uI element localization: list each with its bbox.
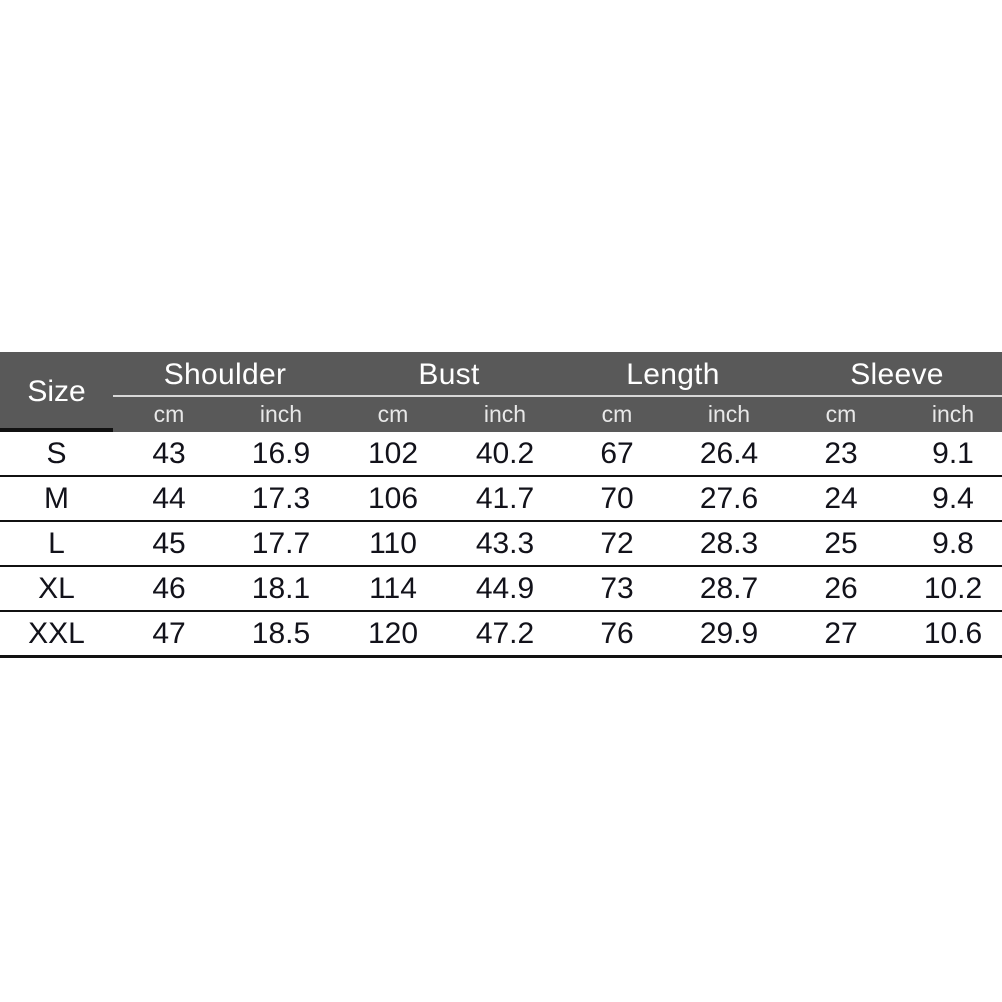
cell-sleeve-cm: 23: [785, 432, 898, 476]
unit-header-length-inch: inch: [673, 397, 786, 432]
cell-shoulder-cm: 44: [113, 475, 225, 521]
cell-bust-inch: 40.2: [449, 432, 562, 476]
table-body: S 43 16.9 102 40.2 67 26.4 23 9.1 M 44 1…: [0, 432, 1002, 658]
header-unit-row: cm inch cm inch cm inch cm inch: [0, 397, 1002, 432]
cell-bust-inch: 44.9: [449, 565, 562, 611]
column-group-header-bust: Bust: [337, 352, 562, 397]
size-chart: Size Shoulder Bust Length Sleeve cm inch…: [0, 352, 1002, 658]
unit-header-sleeve-inch: inch: [897, 397, 1002, 432]
cell-bust-cm: 110: [337, 520, 449, 566]
cell-shoulder-inch: 17.3: [225, 475, 337, 521]
unit-header-sleeve-cm: cm: [785, 397, 898, 432]
column-group-header-sleeve: Sleeve: [785, 352, 1002, 397]
header-group-row: Size Shoulder Bust Length Sleeve: [0, 352, 1002, 432]
unit-header-bust-cm: cm: [337, 397, 449, 432]
cell-size: M: [0, 475, 113, 521]
table-row: XXL 47 18.5 120 47.2 76 29.9 27 10.6: [0, 610, 1002, 658]
cell-size: S: [0, 432, 113, 476]
table-row: XL 46 18.1 114 44.9 73 28.7 26 10.2: [0, 565, 1002, 611]
cell-length-inch: 26.4: [673, 432, 786, 476]
cell-length-inch: 28.3: [673, 520, 786, 566]
unit-header-shoulder-cm: cm: [113, 397, 225, 432]
cell-bust-cm: 114: [337, 565, 449, 611]
cell-sleeve-cm: 25: [785, 520, 898, 566]
cell-bust-inch: 47.2: [449, 610, 562, 658]
cell-sleeve-cm: 27: [785, 610, 898, 658]
table-row: L 45 17.7 110 43.3 72 28.3 25 9.8: [0, 520, 1002, 566]
cell-length-cm: 70: [561, 475, 674, 521]
column-group-header-shoulder: Shoulder: [113, 352, 337, 397]
cell-shoulder-cm: 47: [113, 610, 225, 658]
cell-size: XL: [0, 565, 113, 611]
cell-shoulder-inch: 16.9: [225, 432, 337, 476]
cell-sleeve-inch: 10.2: [897, 565, 1002, 611]
cell-bust-inch: 41.7: [449, 475, 562, 521]
column-group-header-length: Length: [561, 352, 786, 397]
cell-length-inch: 27.6: [673, 475, 786, 521]
table-row: M 44 17.3 106 41.7 70 27.6 24 9.4: [0, 475, 1002, 521]
column-header-size: Size: [0, 352, 113, 432]
unit-header-shoulder-inch: inch: [225, 397, 337, 432]
cell-length-cm: 73: [561, 565, 674, 611]
unit-header-bust-inch: inch: [449, 397, 562, 432]
cell-sleeve-cm: 26: [785, 565, 898, 611]
cell-shoulder-inch: 18.1: [225, 565, 337, 611]
cell-shoulder-cm: 46: [113, 565, 225, 611]
cell-sleeve-inch: 9.1: [897, 432, 1002, 476]
cell-size: XXL: [0, 610, 113, 658]
cell-bust-inch: 43.3: [449, 520, 562, 566]
cell-bust-cm: 102: [337, 432, 449, 476]
table-row: S 43 16.9 102 40.2 67 26.4 23 9.1: [0, 432, 1002, 476]
cell-shoulder-inch: 18.5: [225, 610, 337, 658]
cell-shoulder-cm: 43: [113, 432, 225, 476]
cell-length-cm: 76: [561, 610, 674, 658]
cell-length-cm: 67: [561, 432, 674, 476]
cell-bust-cm: 106: [337, 475, 449, 521]
cell-sleeve-cm: 24: [785, 475, 898, 521]
cell-length-inch: 29.9: [673, 610, 786, 658]
cell-sleeve-inch: 9.4: [897, 475, 1002, 521]
unit-header-length-cm: cm: [561, 397, 674, 432]
size-chart-table: Size Shoulder Bust Length Sleeve cm inch…: [0, 352, 1002, 658]
cell-size: L: [0, 520, 113, 566]
cell-length-inch: 28.7: [673, 565, 786, 611]
cell-length-cm: 72: [561, 520, 674, 566]
cell-shoulder-inch: 17.7: [225, 520, 337, 566]
table-header: Size Shoulder Bust Length Sleeve cm inch…: [0, 352, 1002, 432]
cell-shoulder-cm: 45: [113, 520, 225, 566]
cell-sleeve-inch: 9.8: [897, 520, 1002, 566]
cell-bust-cm: 120: [337, 610, 449, 658]
cell-sleeve-inch: 10.6: [897, 610, 1002, 658]
